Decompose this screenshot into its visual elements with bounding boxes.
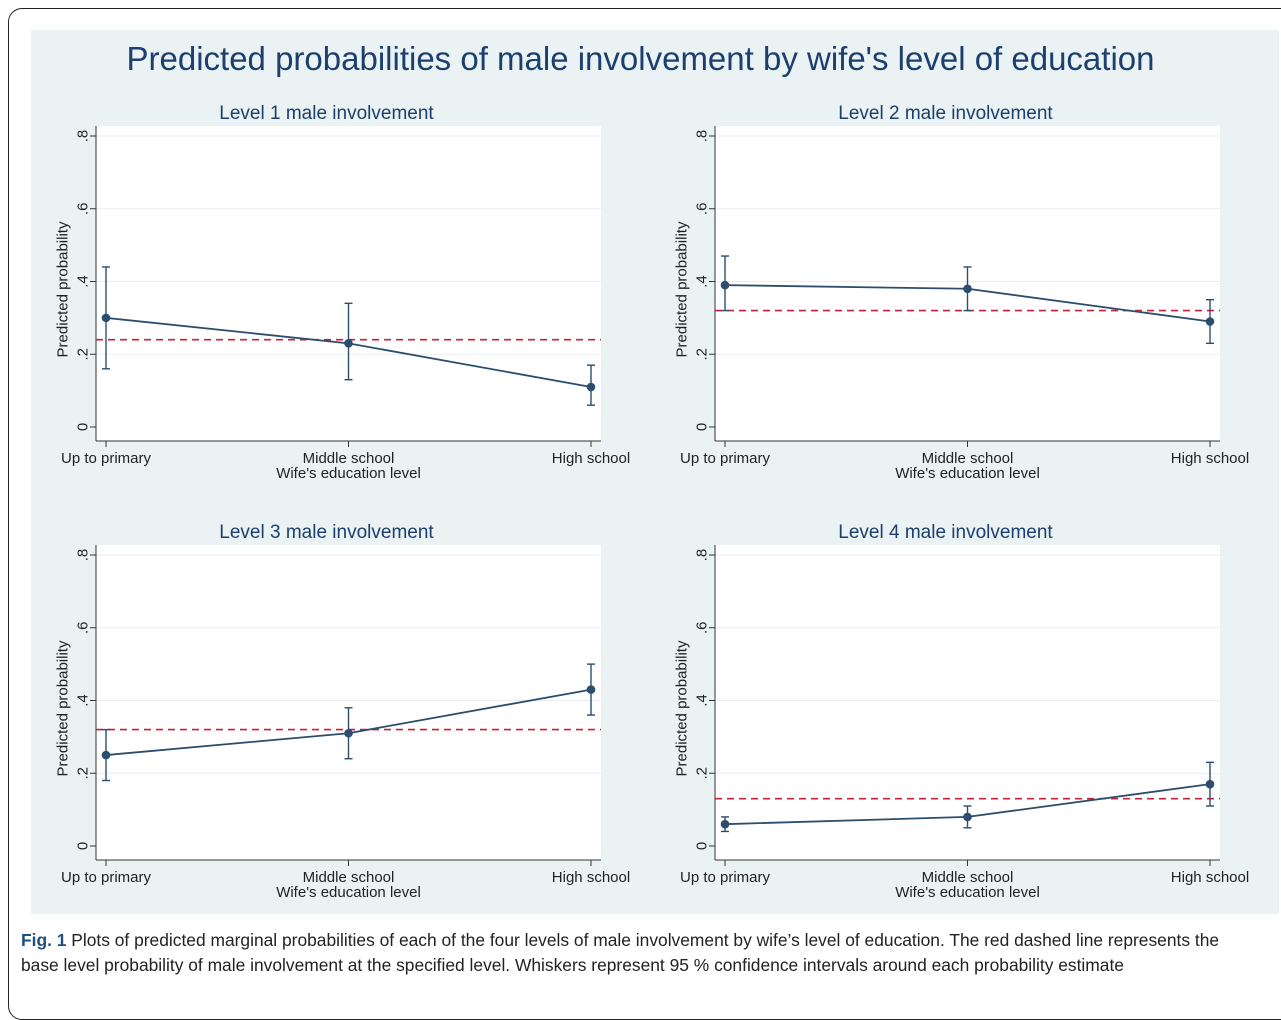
y-tick-label: .8: [694, 549, 711, 562]
x-axis-label: Wife's education level: [895, 884, 1040, 901]
x-tick-label: High school: [552, 869, 630, 886]
plot-area: [96, 126, 601, 441]
data-point: [586, 382, 596, 392]
y-tick-label: .4: [75, 694, 92, 707]
chart-panel-4: 0 .2 .4 .6 .8 Up to primary Middle school High …: [674, 522, 1250, 901]
y-tick-label: .6: [694, 202, 711, 215]
y-tick-label: .6: [694, 621, 711, 634]
y-axis-label: Predicted probability: [674, 640, 691, 776]
y-axis-label: Predicted probability: [674, 221, 691, 357]
x-tick-label: Up to primary: [61, 450, 152, 467]
y-tick-label: .6: [75, 621, 92, 634]
data-point: [344, 728, 353, 738]
y-tick-label: .6: [75, 202, 92, 215]
plot-area: [96, 545, 601, 860]
y-tick-label: .8: [75, 130, 92, 143]
y-tick-label: .2: [694, 348, 711, 361]
chart-title: Level 4 male involvement: [838, 522, 1053, 543]
y-axis-label: Predicted probability: [55, 640, 72, 776]
chart-panel-3: 0 .2 .4 .6 .8 Up to primary Middle school High …: [55, 522, 631, 901]
y-tick-label: 0: [75, 423, 92, 431]
y-tick-label: 0: [694, 423, 711, 431]
data-point: [586, 685, 596, 694]
x-tick-label: High school: [1171, 450, 1249, 467]
data-point: [1205, 317, 1215, 326]
x-axis-label: Wife's education level: [895, 465, 1040, 482]
y-tick-label: .2: [75, 348, 92, 361]
data-point: [344, 339, 353, 348]
chart-panel-1: 0 .2 .4 .6 .8 Up to primary Middle school High …: [55, 103, 631, 482]
y-tick-label: .4: [694, 275, 711, 288]
y-tick-label: 0: [75, 842, 92, 850]
figure-caption: Fig. 1 Plots of predicted marginal proba…: [21, 928, 1261, 977]
y-tick-label: .4: [75, 275, 92, 288]
chart-title: Level 1 male involvement: [219, 103, 434, 124]
figure-title: Predicted probabilities of male involvem…: [126, 40, 1155, 77]
chart-title: Level 2 male involvement: [838, 103, 1053, 124]
x-tick-label: High school: [552, 450, 630, 467]
x-tick-label: Middle school: [922, 869, 1014, 886]
data-point: [963, 812, 972, 822]
x-axis-label: Wife's education level: [276, 465, 421, 482]
caption-text: Plots of predicted marginal probabilitie…: [21, 930, 1220, 975]
data-point: [101, 313, 111, 323]
y-axis-label: Predicted probability: [55, 221, 72, 357]
y-tick-label: .2: [694, 767, 711, 780]
data-point: [963, 284, 972, 294]
x-tick-label: Middle school: [303, 869, 395, 886]
x-tick-label: Up to primary: [680, 869, 771, 886]
y-tick-label: .8: [75, 549, 92, 562]
data-point: [720, 280, 730, 290]
y-tick-label: .4: [694, 694, 711, 707]
data-point: [1205, 779, 1215, 789]
y-tick-label: .8: [694, 130, 711, 143]
x-tick-label: Middle school: [303, 450, 395, 467]
y-tick-label: .2: [75, 767, 92, 780]
x-axis-label: Wife's education level: [276, 884, 421, 901]
chart-title: Level 3 male involvement: [219, 522, 434, 543]
x-tick-label: High school: [1171, 869, 1249, 886]
data-point: [101, 750, 111, 760]
y-tick-label: 0: [694, 842, 711, 850]
caption-label: Fig. 1: [21, 930, 67, 950]
x-tick-label: Up to primary: [61, 869, 152, 886]
chart-panel-2: 0 .2 .4 .6 .8 Up to primary Middle school High …: [674, 103, 1250, 482]
x-tick-label: Middle school: [922, 450, 1014, 467]
data-point: [720, 819, 730, 829]
x-tick-label: Up to primary: [680, 450, 771, 467]
